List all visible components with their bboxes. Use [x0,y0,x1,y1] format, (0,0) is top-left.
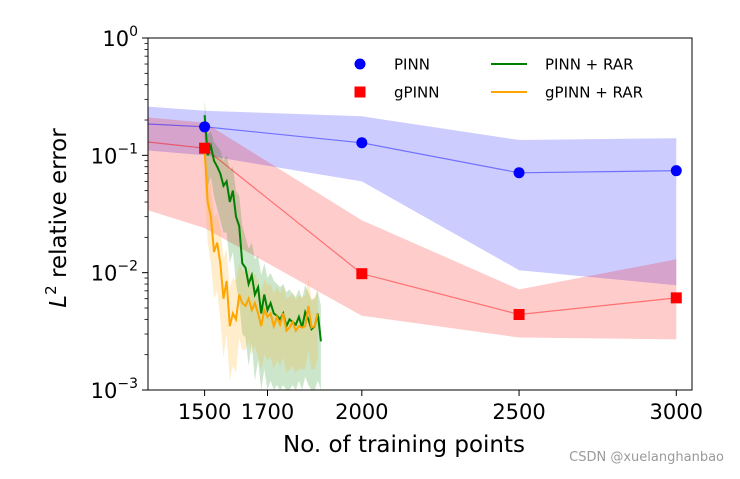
legend-label: PINN [394,56,430,74]
y-tick-label: 10−3 [91,376,138,403]
pinn-point [356,137,368,149]
y-axis-title: L2 relative error [42,128,72,308]
x-tick-label: 1700 [241,400,294,424]
legend-item-pinn: PINN [354,56,430,74]
legend-label: gPINN [394,84,439,102]
legend-label: PINN + RAR [545,56,634,74]
gpinn-point [356,268,368,280]
pinn-point [670,165,682,177]
gpinn-point [513,309,525,321]
y-tick-label: 10−2 [91,259,138,286]
legend-label: gPINN + RAR [545,84,643,102]
watermark: CSDN @xuelanghanbao [569,450,724,465]
x-tick-label: 3000 [650,400,703,424]
gpinn-plus-rar-line [203,150,319,333]
plot-area [148,99,682,390]
plot-frame [147,37,693,391]
gpinn-point [670,292,682,304]
pinn-plus-rar-line [203,115,322,342]
x-tick-label: 1500 [178,400,231,424]
gpinn-point [199,142,211,154]
legend-item-pinn-plus-rar: PINN + RAR [491,56,634,74]
y-tick-label: 10−1 [91,141,138,168]
x-tick-label: 2500 [492,400,545,424]
legend-item-gpinn: gPINN [354,84,439,102]
pinn-band [148,106,677,286]
pinn-plus-rar-band [204,99,321,390]
x-axis-title: No. of training points [283,432,525,458]
pinn-point [513,167,525,179]
gpinn-band [148,117,677,340]
axes: 1500 1700 2000 2500 3000 10−3 10−2 10−1 100 No. o… [42,24,703,458]
x-tick-label: 2000 [335,400,388,424]
legend-item-gpinn-plus-rar: gPINN + RAR [491,84,643,102]
y-tick-label: 100 [102,24,138,51]
legend-marker [354,58,366,70]
pinn-point [199,121,211,133]
legend-marker [354,86,366,98]
legend: PINN gPINN PINN + RAR gPINN + RAR [354,56,643,102]
